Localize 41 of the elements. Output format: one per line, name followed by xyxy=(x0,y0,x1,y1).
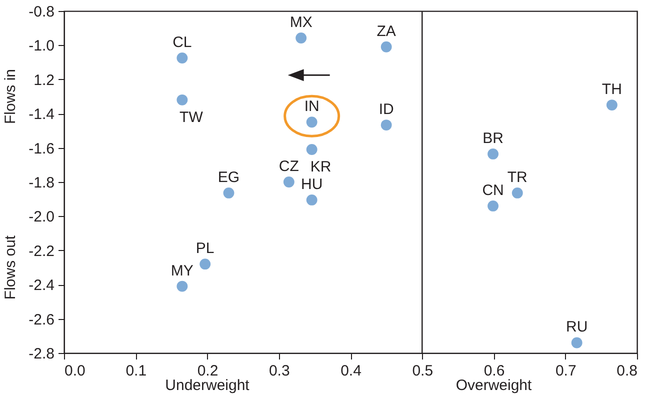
y-tick-label: -1.6 xyxy=(28,140,54,158)
text: Underweight xyxy=(165,377,250,394)
y-tick-label: -1.0 xyxy=(28,38,54,55)
text: Flows out xyxy=(2,234,19,300)
annotation: EG xyxy=(218,168,240,186)
x-tick-label: 0.3 xyxy=(268,362,290,380)
annotation: TR xyxy=(507,168,528,186)
annotation: IN xyxy=(304,98,320,116)
x-tick-label: 0.8 xyxy=(616,362,638,380)
annotation: TW xyxy=(180,108,204,126)
annotation: BR xyxy=(482,130,504,147)
annotation: MY xyxy=(170,262,194,280)
annotation: TH xyxy=(602,81,622,98)
x-tick-label: 0.1 xyxy=(126,362,147,380)
y-tick-label: -1.8 xyxy=(28,174,54,192)
x-tick-label: 0.5 xyxy=(412,362,434,380)
annotation: KR xyxy=(310,158,332,176)
annotation: ID xyxy=(378,101,394,118)
text: Overweight xyxy=(456,377,533,394)
y-tick-label: 1.2 xyxy=(34,72,54,89)
y-tick-label: -0.8 xyxy=(28,4,54,20)
x-tick-label: 0.4 xyxy=(340,362,362,380)
x-tick-label: 0.0 xyxy=(64,362,86,380)
annotation: CN xyxy=(482,182,504,199)
y-tick-label: -2.0 xyxy=(28,208,54,226)
text: Flows in xyxy=(2,68,19,124)
annotation: RU xyxy=(566,318,588,336)
annotation: HU xyxy=(300,176,323,193)
y-tick-label: -1.4 xyxy=(28,106,54,124)
annotation: CZ xyxy=(278,158,299,175)
x-tick-label: 0.2 xyxy=(197,362,218,380)
x-tick-label: 0.7 xyxy=(555,362,576,380)
y-tick-label: -2.8 xyxy=(28,346,54,362)
annotation: MX xyxy=(290,14,312,32)
y-tick-label: -2.4 xyxy=(28,277,54,294)
y-tick-label: -2.2 xyxy=(28,242,54,260)
annotation: PL xyxy=(196,240,214,258)
y-tick-label: -2.6 xyxy=(28,311,54,328)
annotation: ZA xyxy=(376,22,396,40)
x-tick-label: 0.6 xyxy=(484,362,505,380)
annotation: CL xyxy=(172,34,192,52)
